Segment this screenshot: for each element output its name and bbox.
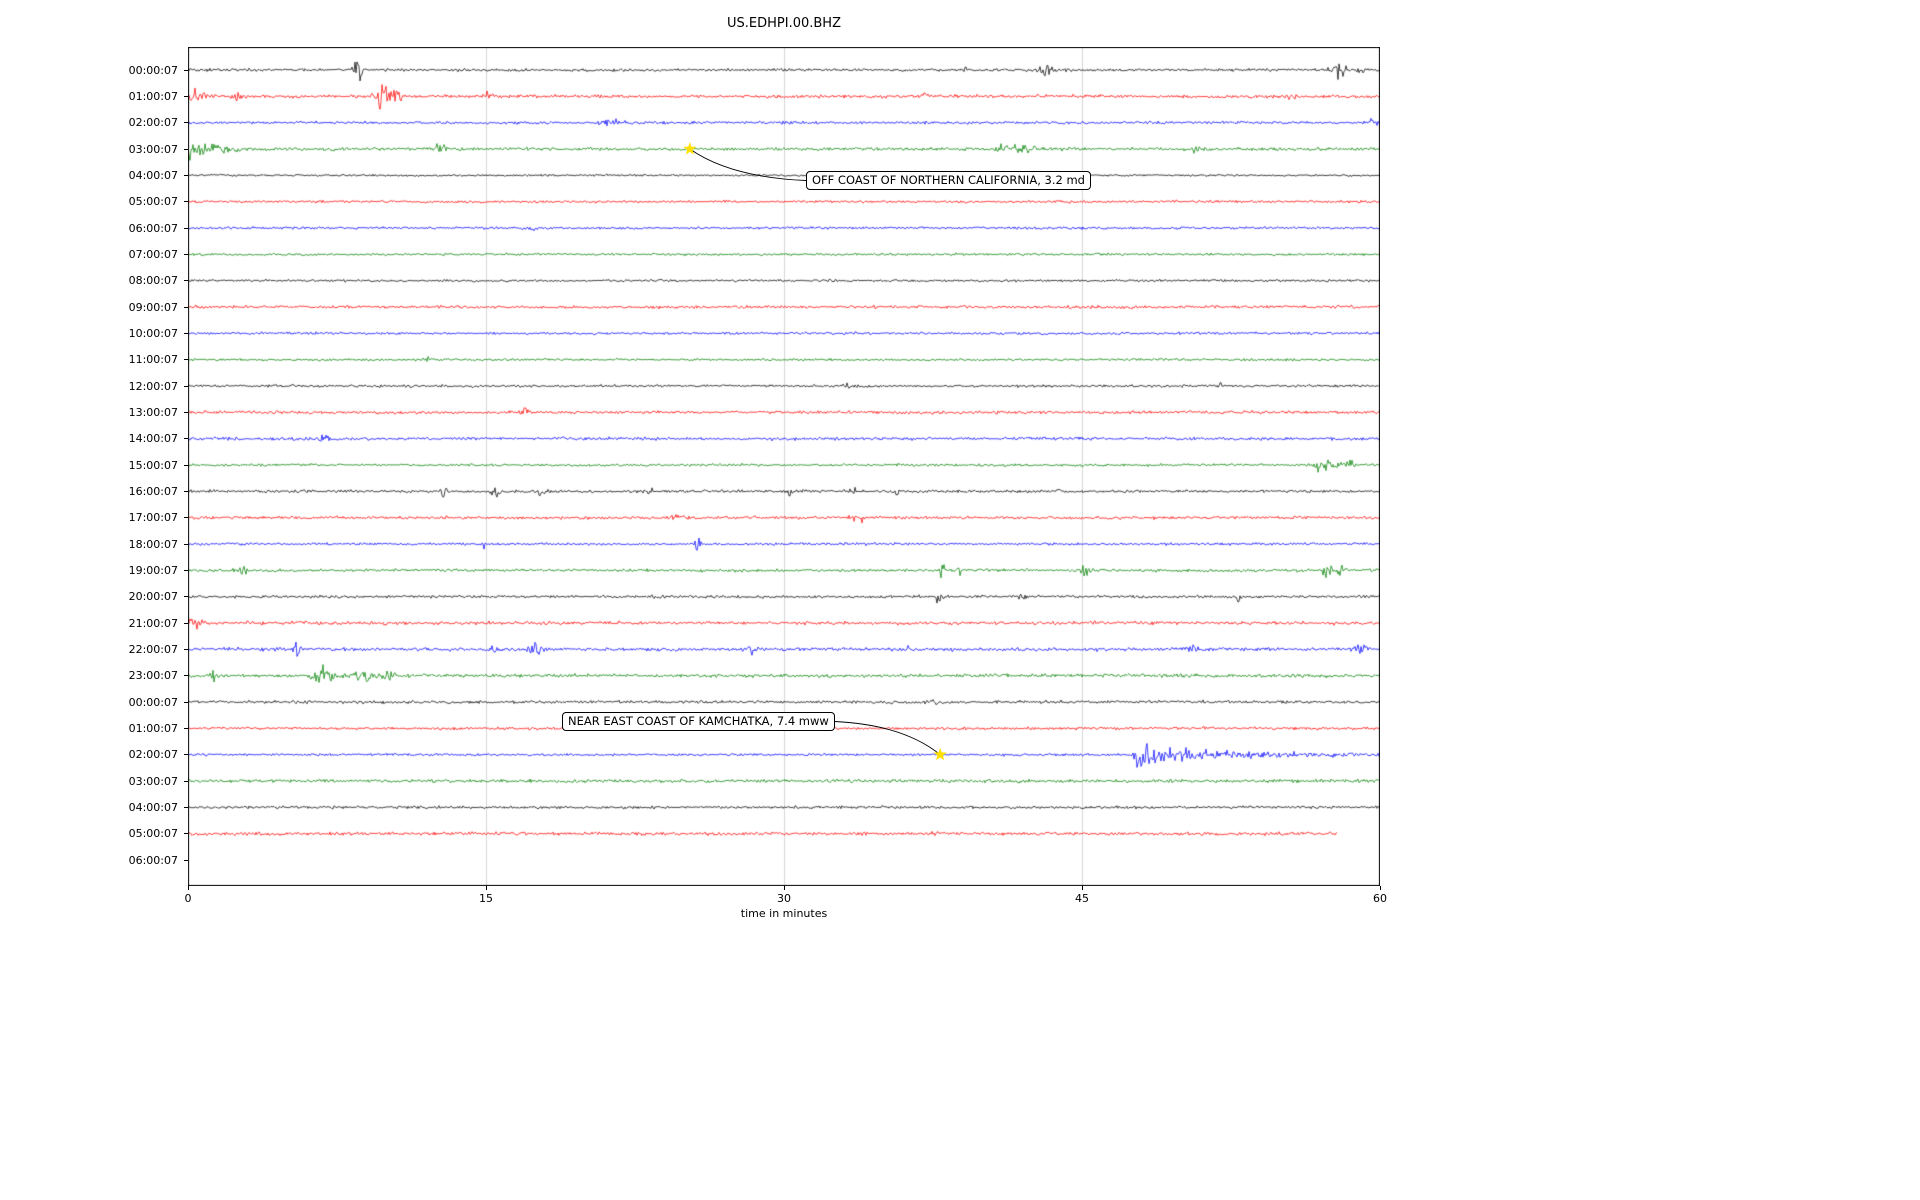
y-tick-mark (184, 833, 188, 835)
trace-time-label: 04:00:07 (128, 800, 178, 814)
trace-time-label: 23:00:07 (128, 669, 178, 683)
trace-time-label: 08:00:07 (128, 274, 178, 288)
x-tick-mark (1081, 886, 1083, 890)
trace-time-label: 18:00:07 (128, 537, 178, 551)
trace-time-label: 14:00:07 (128, 432, 178, 446)
y-tick-mark (184, 332, 188, 334)
y-tick-mark (184, 359, 188, 361)
y-tick-mark (184, 727, 188, 729)
trace-time-label: 05:00:07 (128, 195, 178, 209)
y-tick-mark (184, 464, 188, 466)
y-tick-mark (184, 754, 188, 756)
y-tick-mark (184, 385, 188, 387)
trace-time-label: 01:00:07 (128, 89, 178, 103)
trace-time-label: 13:00:07 (128, 405, 178, 419)
trace-time-label: 02:00:07 (128, 748, 178, 762)
y-tick-mark (184, 648, 188, 650)
y-tick-mark (184, 174, 188, 176)
trace-time-label: 16:00:07 (128, 484, 178, 498)
chart-title: US.EDHPI.00.BHZ (727, 16, 841, 31)
y-tick-mark (184, 201, 188, 203)
trace-time-label: 12:00:07 (128, 379, 178, 393)
trace-time-label: 07:00:07 (128, 247, 178, 261)
y-tick-mark (184, 490, 188, 492)
x-axis-label: time in minutes (740, 907, 828, 920)
trace-time-label: 00:00:07 (128, 63, 178, 77)
x-tick-mark (1379, 886, 1381, 890)
trace-time-label: 10:00:07 (128, 326, 178, 340)
x-tick-label: 0 (184, 892, 192, 905)
trace-time-label: 21:00:07 (128, 616, 178, 630)
trace-time-label: 03:00:07 (128, 142, 178, 156)
y-tick-mark (184, 253, 188, 255)
trace-time-label: 09:00:07 (128, 300, 178, 314)
trace-time-label: 02:00:07 (128, 116, 178, 130)
y-tick-mark (184, 780, 188, 782)
trace-time-label: 01:00:07 (128, 721, 178, 735)
y-tick-mark (184, 280, 188, 282)
x-tick-label: 60 (1373, 892, 1387, 905)
trace-time-label: 20:00:07 (128, 590, 178, 604)
x-tick-mark (187, 886, 189, 890)
trace-time-label: 03:00:07 (128, 774, 178, 788)
y-tick-mark (184, 438, 188, 440)
x-tick-label: 45 (1075, 892, 1089, 905)
y-tick-mark (184, 306, 188, 308)
trace-time-label: 15:00:07 (128, 458, 178, 472)
x-tick-label: 30 (777, 892, 791, 905)
trace-time-label: 22:00:07 (128, 642, 178, 656)
y-tick-mark (184, 859, 188, 861)
seismogram-plot (188, 47, 1380, 886)
y-tick-mark (184, 69, 188, 71)
trace-time-label: 04:00:07 (128, 168, 178, 182)
event-annotation: OFF COAST OF NORTHERN CALIFORNIA, 3.2 md (806, 171, 1091, 190)
y-tick-mark (184, 596, 188, 598)
x-tick-label: 15 (479, 892, 493, 905)
y-tick-mark (184, 543, 188, 545)
trace-time-label: 00:00:07 (128, 695, 178, 709)
x-tick-mark (783, 886, 785, 890)
trace-time-label: 05:00:07 (128, 827, 178, 841)
trace-time-label: 06:00:07 (128, 853, 178, 867)
x-tick-mark (485, 886, 487, 890)
y-tick-mark (184, 227, 188, 229)
y-tick-mark (184, 701, 188, 703)
y-tick-mark (184, 569, 188, 571)
y-tick-mark (184, 148, 188, 150)
y-tick-mark (184, 517, 188, 519)
trace-time-label: 06:00:07 (128, 221, 178, 235)
trace-time-label: 19:00:07 (128, 563, 178, 577)
y-tick-mark (184, 122, 188, 124)
y-tick-mark (184, 622, 188, 624)
y-tick-mark (184, 806, 188, 808)
y-tick-mark (184, 675, 188, 677)
event-annotation: NEAR EAST COAST OF KAMCHATKA, 7.4 mww (562, 712, 835, 731)
y-tick-mark (184, 411, 188, 413)
y-tick-mark (184, 95, 188, 97)
trace-time-label: 17:00:07 (128, 511, 178, 525)
trace-time-label: 11:00:07 (128, 353, 178, 367)
